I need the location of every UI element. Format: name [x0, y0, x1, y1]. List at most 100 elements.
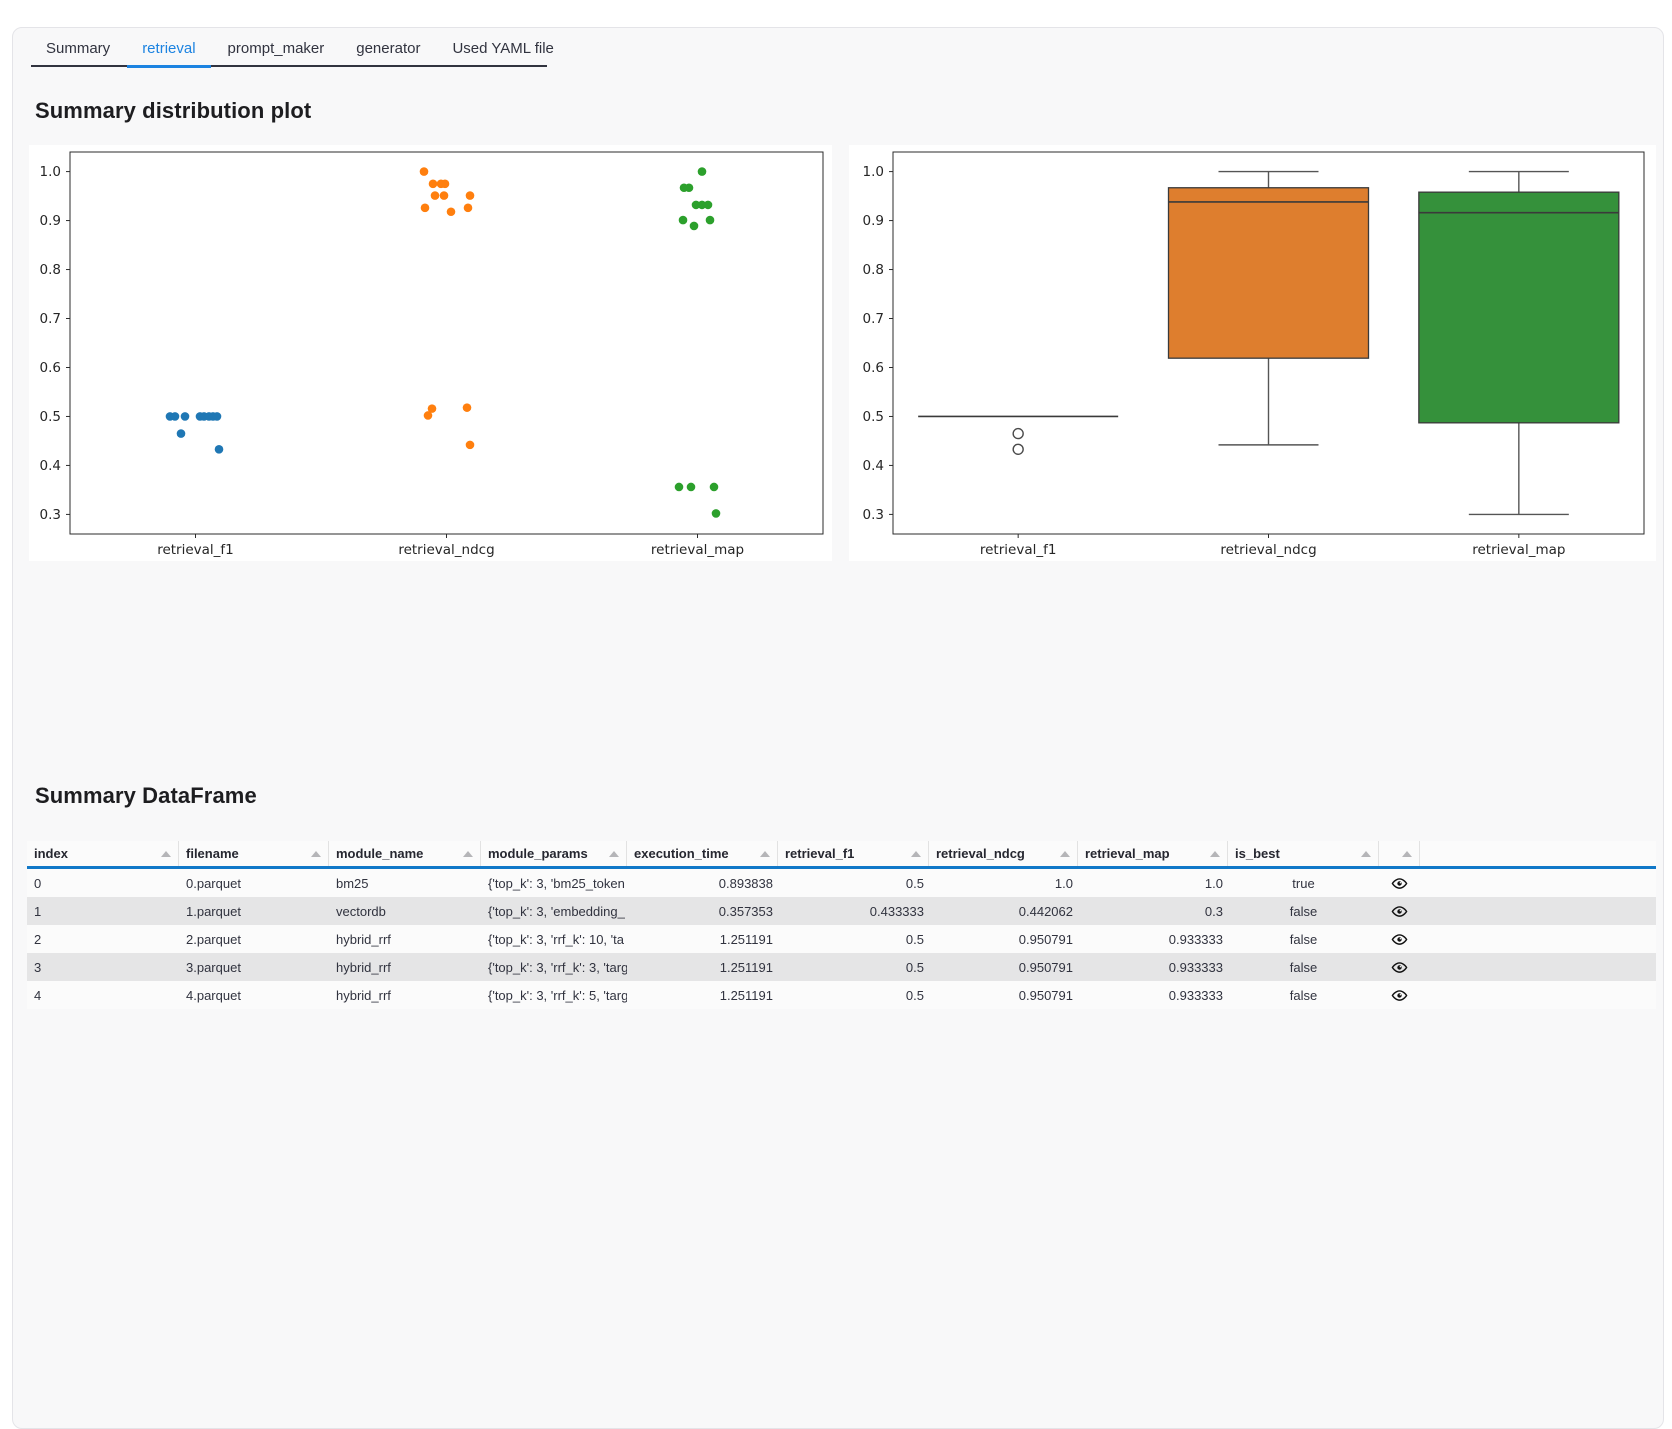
box-retrieval_ndcg [1167, 187, 1370, 359]
table-row: 1 1.parquet vectordb {'top_k': 3, 'embeddin… [27, 897, 1656, 925]
cell-execution_time: 1.251191 [719, 959, 773, 975]
tab-used-yaml-file[interactable]: Used YAML file [437, 29, 568, 67]
view-row-button[interactable] [1386, 925, 1413, 953]
strip-point-retrieval_map [697, 200, 707, 210]
strip-point-retrieval_map [689, 221, 699, 231]
column-header-label: module_name [336, 846, 424, 861]
column-header-is_best[interactable]: is_best [1228, 841, 1379, 866]
sort-arrow-icon[interactable] [463, 850, 473, 857]
dataframe-body: 0 0.parquet bm25 {'top_k': 3, 'bm25_token 0.… [27, 869, 1656, 1009]
cell-module_params: {'top_k': 3, 'rrf_k': 3, 'targ [488, 959, 627, 975]
cell-index: 2 [34, 931, 42, 947]
strip-point-retrieval_map [705, 215, 715, 225]
sort-arrow-icon[interactable] [1210, 850, 1220, 857]
cell-filename: 3.parquet [186, 959, 241, 975]
x-tick-label: retrieval_map [651, 542, 744, 558]
x-tick-label: retrieval_ndcg [398, 542, 494, 558]
cell-filename: 4.parquet [186, 987, 241, 1003]
cell-is_best: false [1289, 903, 1318, 919]
cell-module_params: {'top_k': 3, 'rrf_k': 10, 'ta [488, 931, 624, 947]
y-tick-label: 0.7 [863, 311, 884, 327]
sort-arrow-icon[interactable] [1402, 850, 1412, 857]
tab-generator[interactable]: generator [341, 29, 435, 67]
strip-point-retrieval_ndcg [440, 179, 450, 189]
view-row-button[interactable] [1386, 869, 1413, 897]
sort-arrow-icon[interactable] [760, 850, 770, 857]
strip-plot: 0.3 0.4 0.5 0.6 0.7 0.8 0.9 1.0 retrieval_f1 retr… [40, 151, 824, 558]
column-header-eye[interactable] [1379, 841, 1420, 866]
cell-index: 3 [34, 959, 42, 975]
eye-icon [1391, 877, 1408, 889]
eye-icon [1391, 933, 1408, 945]
sort-arrow-icon[interactable] [161, 850, 171, 857]
x-tick-label: retrieval_map [1472, 542, 1565, 558]
view-row-button[interactable] [1386, 981, 1413, 1009]
cell-retrieval_ndcg: 0.950791 [1018, 987, 1073, 1003]
cell-is_best: false [1289, 931, 1318, 947]
eye-icon [1391, 961, 1408, 973]
y-tick-label: 0.8 [863, 262, 884, 278]
y-tick-label: 0.7 [40, 311, 61, 327]
cell-retrieval_map: 0.933333 [1168, 959, 1223, 975]
y-tick-label: 0.5 [40, 409, 61, 425]
summary-dataframe: index filename module_name module_params exe… [27, 841, 1656, 1009]
cell-retrieval_f1: 0.5 [905, 875, 924, 891]
y-tick-label: 0.6 [863, 360, 884, 376]
strip-point-retrieval_f1 [180, 412, 190, 421]
cell-module_name: hybrid_rrf [336, 931, 391, 947]
strip-point-retrieval_ndcg [419, 167, 429, 176]
x-tick-label: retrieval_f1 [157, 542, 234, 558]
outlier-retrieval_f1 [1012, 427, 1024, 440]
sort-arrow-icon[interactable] [1060, 850, 1070, 857]
column-header-label: execution_time [634, 846, 729, 861]
tab-prompt-maker[interactable]: prompt_maker [213, 29, 340, 67]
cell-retrieval_f1: 0.5 [905, 987, 924, 1003]
sort-arrow-icon[interactable] [911, 850, 921, 857]
cell-module_name: hybrid_rrf [336, 959, 391, 975]
column-header-label: retrieval_map [1085, 846, 1170, 861]
strip-point-retrieval_map [711, 509, 721, 518]
y-tick-label: 0.3 [40, 507, 61, 523]
tab-label: generator [356, 39, 421, 57]
y-tick-label: 0.6 [40, 360, 61, 376]
cell-module_name: vectordb [336, 903, 386, 919]
strip-point-retrieval_map [709, 482, 719, 492]
cell-module_name: bm25 [336, 875, 369, 891]
tab-summary[interactable]: Summary [31, 29, 125, 67]
strip-point-retrieval_ndcg [428, 179, 438, 189]
row-detail-cell [1379, 897, 1420, 925]
column-header-filename[interactable]: filename [179, 841, 329, 866]
sort-arrow-icon[interactable] [609, 850, 619, 857]
tab-retrieval[interactable]: retrieval [127, 29, 211, 68]
y-tick-label: 1.0 [40, 164, 61, 180]
section-title-summary-dataframe: Summary DataFrame [35, 783, 257, 808]
table-row: 3 3.parquet hybrid_rrf {'top_k': 3, 'rrf_k'… [27, 953, 1656, 981]
cell-is_best: false [1289, 987, 1318, 1003]
view-row-button[interactable] [1386, 953, 1413, 981]
sort-arrow-icon[interactable] [1361, 850, 1371, 857]
column-header-label: module_params [488, 846, 588, 861]
y-tick-label: 0.9 [863, 213, 884, 229]
column-header-execution_time[interactable]: execution_time [627, 841, 778, 866]
strip-point-retrieval_ndcg [439, 191, 449, 200]
strip-point-retrieval_f1 [176, 429, 186, 438]
sort-arrow-icon[interactable] [311, 850, 321, 857]
y-tick-label: 0.4 [40, 458, 61, 474]
cell-retrieval_map: 0.3 [1204, 903, 1223, 919]
cell-index: 1 [34, 903, 42, 919]
column-header-module_name[interactable]: module_name [329, 841, 481, 866]
column-header-filler [1420, 841, 1656, 866]
eye-icon [1391, 989, 1408, 1001]
cell-retrieval_f1: 0.5 [905, 959, 924, 975]
strip-point-retrieval_ndcg [446, 207, 456, 217]
cell-module_params: {'top_k': 3, 'embedding_ [488, 903, 625, 919]
column-header-module_params[interactable]: module_params [481, 841, 627, 866]
view-row-button[interactable] [1386, 897, 1413, 925]
column-header-retrieval_map[interactable]: retrieval_map [1078, 841, 1228, 866]
cell-execution_time: 0.357353 [718, 903, 773, 919]
column-header-retrieval_f1[interactable]: retrieval_f1 [778, 841, 929, 866]
y-tick-label: 0.9 [40, 213, 61, 229]
column-header-index[interactable]: index [27, 841, 179, 866]
column-header-retrieval_ndcg[interactable]: retrieval_ndcg [929, 841, 1078, 866]
app-container: Summary retrieval prompt_maker generator Use… [12, 27, 1664, 1429]
